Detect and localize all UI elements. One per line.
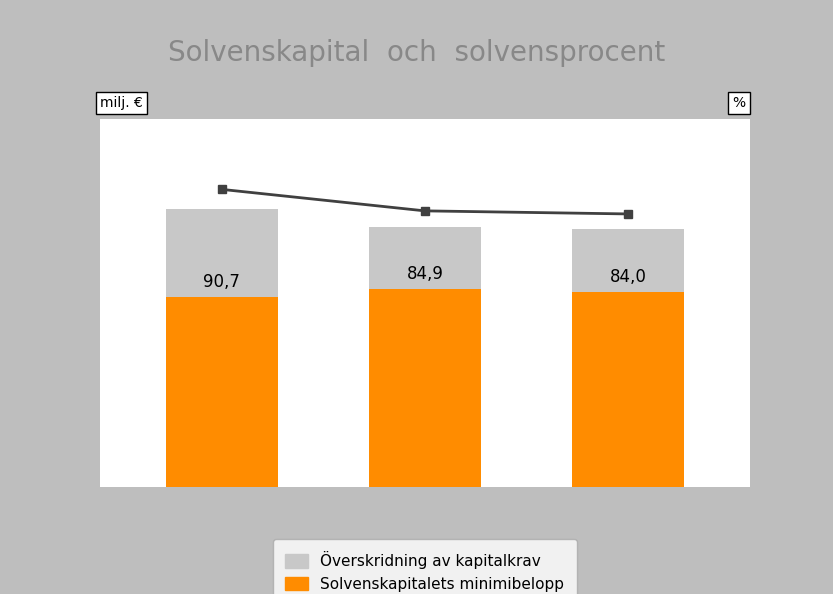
Legend: Överskridning av kapitalkrav, Solvenskapitalets minimibelopp, Solvensprocent: Överskridning av kapitalkrav, Solvenskap… [273, 539, 576, 594]
Bar [166, 297, 277, 487]
Bar [166, 208, 277, 297]
Text: 90,7: 90,7 [203, 273, 240, 290]
Text: 84,9: 84,9 [407, 265, 443, 283]
Text: Solvenskapital  och  solvensprocent: Solvenskapital och solvensprocent [168, 39, 665, 68]
Bar [369, 226, 481, 289]
Bar [572, 292, 684, 487]
Text: 84,0: 84,0 [610, 268, 646, 286]
Bar [572, 229, 684, 292]
Bar [369, 289, 481, 487]
Text: %: % [732, 96, 746, 110]
Text: milj. €: milj. € [100, 96, 142, 110]
